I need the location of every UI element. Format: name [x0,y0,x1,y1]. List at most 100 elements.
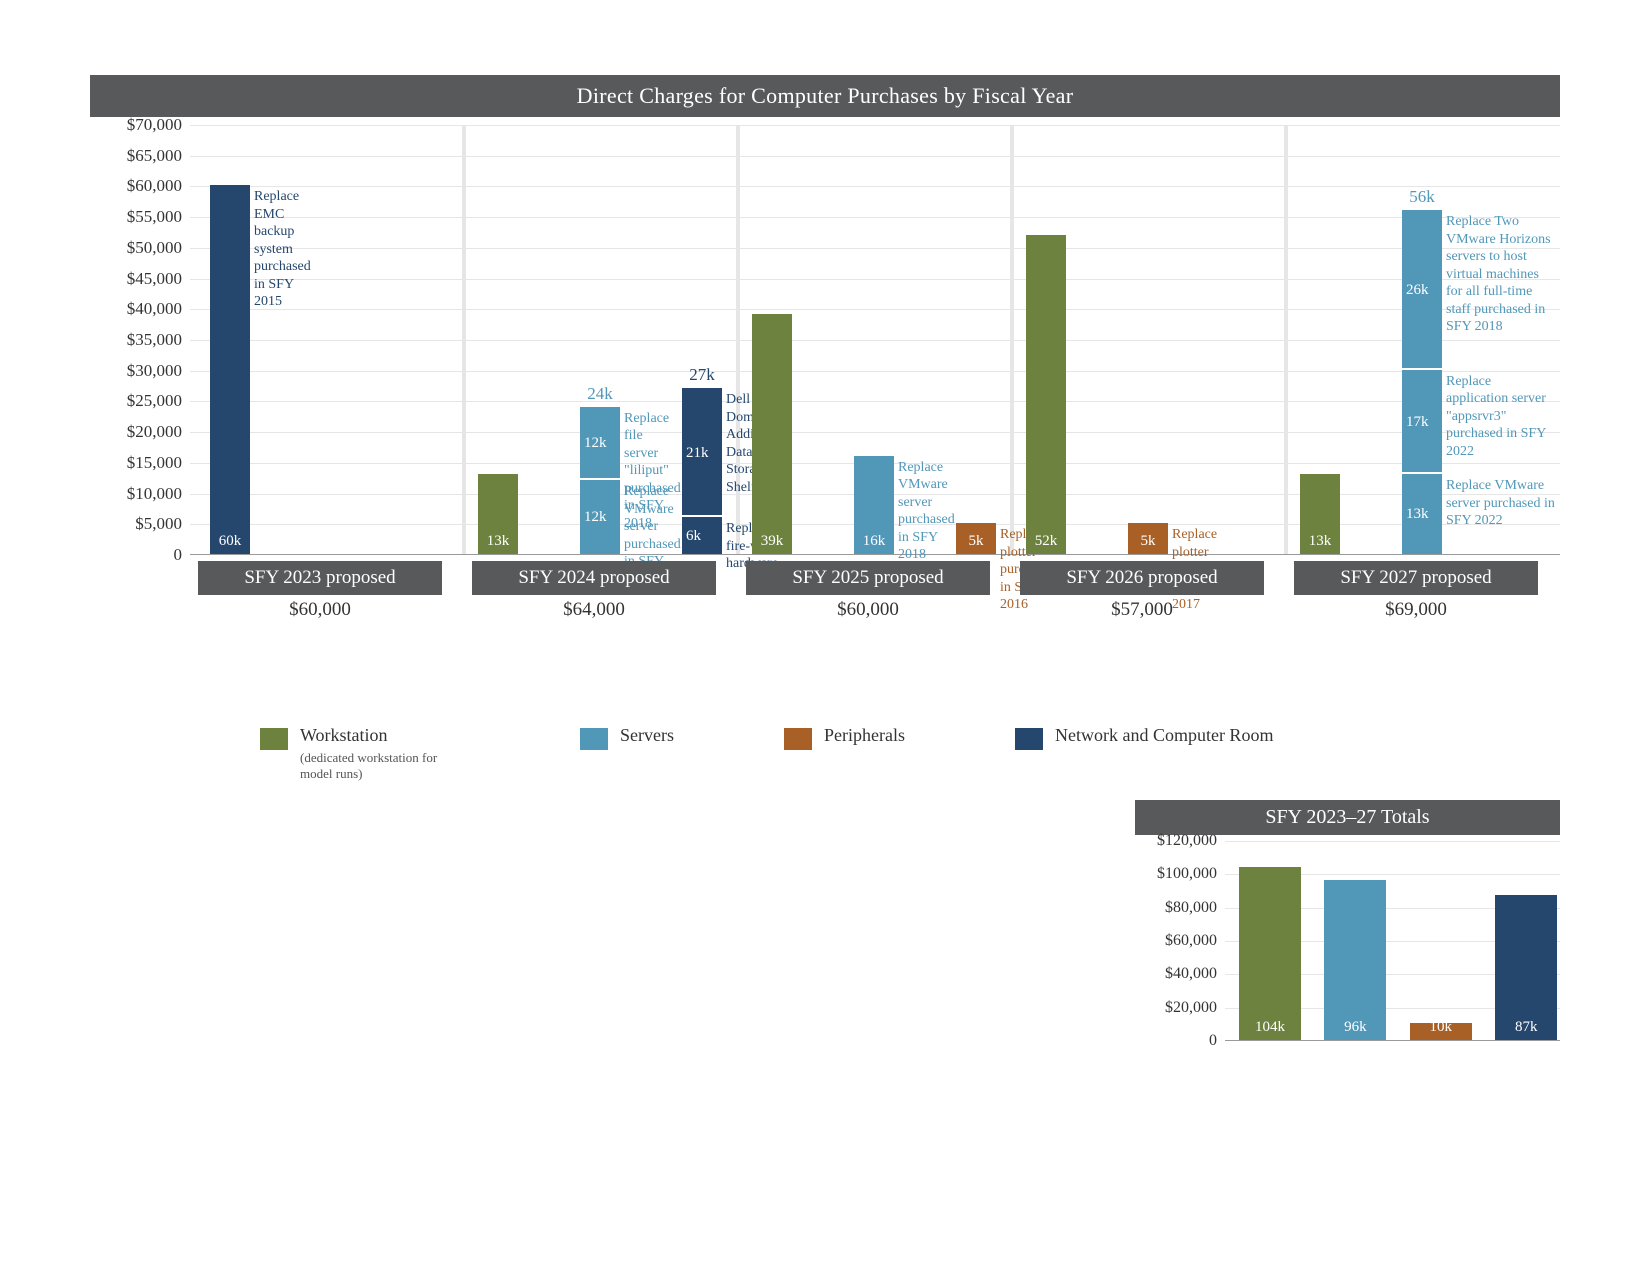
legend-label: Peripherals [824,725,905,746]
panel-label: SFY 2025 proposed [746,561,990,595]
legend-swatch [784,728,812,750]
bar-servers: 24k12k12k [580,407,620,554]
legend-item-network: Network and Computer Room [1015,725,1273,750]
y-tick-label: $55,000 [127,207,182,227]
y-tick-label: 0 [174,545,183,565]
y-axis: 0$5,000$10,000$15,000$20,000$25,000$30,0… [90,125,190,555]
legend-swatch [1015,728,1043,750]
y-tick-label: $15,000 [127,453,182,473]
panel-label: SFY 2023 proposed [198,561,442,595]
y-tick-label: $50,000 [127,238,182,258]
grid-line [190,217,1560,218]
totals-bar-label: 104k [1255,1019,1285,1036]
y-tick-label: $35,000 [127,330,182,350]
bar-label: 13k [1309,533,1332,550]
panel-total: $64,000 [472,599,716,621]
totals-bar-label: 10k [1430,1019,1453,1036]
bar-workstation: 13k [1300,474,1340,554]
y-tick-label: $20,000 [127,422,182,442]
totals-bar-label: 96k [1344,1019,1367,1036]
chart-title: Direct Charges for Computer Purchases by… [90,75,1560,117]
bar-top-label: 24k [587,384,613,404]
annotation: Replace file server "liliput" purchased … [624,410,680,533]
bar-servers: 16k [854,456,894,554]
panel-label: SFY 2027 proposed [1294,561,1538,595]
bar-label: 5k [969,533,984,550]
bar-label: 52k [1035,533,1058,550]
grid-line [190,340,1560,341]
bar-label: 13k [487,533,510,550]
grid-line [190,125,1560,126]
bar-workstation: 13k [478,474,518,554]
grid-line [190,309,1560,310]
legend-item-peripherals: Peripherals [784,725,905,750]
segment-label: 12k [584,435,607,452]
totals-y-tick: $60,000 [1165,932,1217,950]
grid-line [190,279,1560,280]
panel-separator [1010,125,1014,554]
totals-y-tick: $100,000 [1157,865,1217,883]
totals-grid-line [1225,841,1560,842]
bar-peripherals: 5k [1128,523,1168,554]
legend-item-workstation: Workstation(dedicated workstation for mo… [260,725,470,781]
totals-y-tick: $40,000 [1165,965,1217,983]
panel-total: $69,000 [1294,599,1538,621]
y-tick-label: $70,000 [127,115,182,135]
totals-bar-network: 87k [1495,895,1557,1040]
segment-label: 6k [686,528,701,545]
annotation: Replace VMware server purchased in SFY 2… [1446,477,1556,530]
legend-item-servers: Servers [580,725,674,750]
plot-area: 60k Replace EMC backup system purchased i… [190,125,1560,555]
y-tick-label: $30,000 [127,361,182,381]
totals-y-axis: 0$20,000$40,000$60,000$80,000$100,000$12… [1135,841,1225,1041]
main-chart: 0$5,000$10,000$15,000$20,000$25,000$30,0… [90,125,1560,625]
segment-divider [1402,368,1442,370]
y-tick-label: $40,000 [127,299,182,319]
totals-y-tick: $20,000 [1165,999,1217,1017]
segment-divider [580,478,620,480]
bar-network: 60k [210,185,250,554]
totals-y-tick: $120,000 [1157,832,1217,850]
segment-divider [682,515,722,517]
totals-plot: 0$20,000$40,000$60,000$80,000$100,000$12… [1135,841,1560,1061]
segment-label: 12k [584,509,607,526]
panel-label: SFY 2024 proposed [472,561,716,595]
grid-line [190,432,1560,433]
bar-label: 60k [219,533,242,550]
totals-bar-servers: 96k [1324,880,1386,1040]
panel-total: $60,000 [198,599,442,621]
annotation: Replace VMware server purchased in SFY 2… [898,459,954,564]
bar-workstation: 39k [752,314,792,554]
totals-title: SFY 2023–27 Totals [1135,800,1560,835]
bar-workstation: 52k [1026,235,1066,554]
panel-separator [1284,125,1288,554]
y-tick-label: $25,000 [127,391,182,411]
bar-label: 5k [1141,533,1156,550]
annotation: Replace Two VMware Horizons servers to h… [1446,213,1556,336]
panel-label: SFY 2026 proposed [1020,561,1264,595]
legend-swatch [580,728,608,750]
annotation: Replace EMC backup system purchased in S… [254,188,310,311]
grid-line [190,186,1560,187]
legend-sublabel: (dedicated workstation for model runs) [300,750,470,781]
y-tick-label: $65,000 [127,146,182,166]
segment-divider [1402,472,1442,474]
segment-label: 17k [1406,414,1429,431]
annotation: Replace application server "appsrvr3" pu… [1446,373,1556,461]
totals-y-tick: $80,000 [1165,899,1217,917]
bar-label: 16k [863,533,886,550]
panel-total: $60,000 [746,599,990,621]
segment-label: 26k [1406,282,1429,299]
legend-label: Servers [620,725,674,746]
bar-servers: 56k13k17k26k [1402,210,1442,554]
y-tick-label: $5,000 [135,514,182,534]
bar-label: 39k [761,533,784,550]
grid-line [190,248,1560,249]
bar-peripherals: 5k [956,523,996,554]
totals-bar-peripherals: 10k [1410,1023,1472,1040]
bar-top-label: 27k [689,365,715,385]
segment-label: 13k [1406,506,1429,523]
legend-swatch [260,728,288,750]
panel-total: $57,000 [1020,599,1264,621]
totals-bar-workstation: 104k [1239,867,1301,1040]
